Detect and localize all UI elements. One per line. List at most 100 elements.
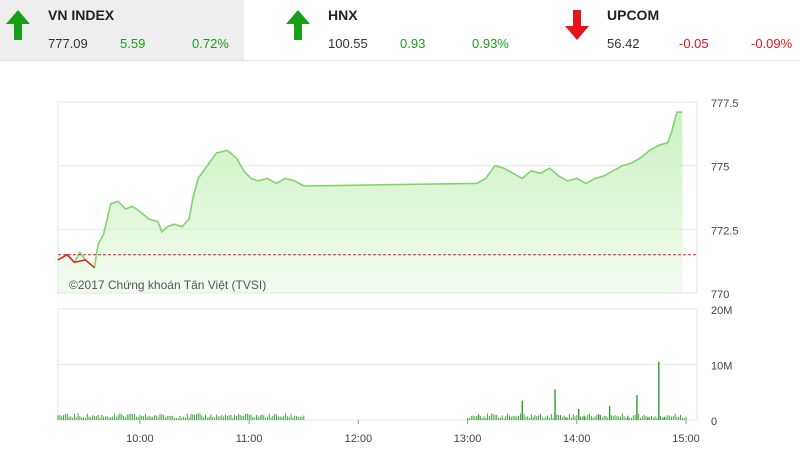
volume-bar [161, 414, 163, 420]
volume-bar [303, 415, 305, 420]
volume-bar [106, 416, 108, 420]
volume-bar [77, 413, 79, 420]
volume-bar [221, 415, 223, 420]
volume-bar [154, 415, 155, 420]
volume-bar [630, 417, 632, 420]
volume-bar [239, 414, 241, 420]
volume-bar [477, 414, 480, 420]
volume-bar [623, 416, 625, 420]
volume-bar [498, 417, 500, 420]
volume-bar [70, 416, 72, 420]
volume-bar [263, 415, 265, 420]
volume-bar [63, 415, 64, 420]
volume-y-tick-label: 20M [711, 305, 732, 317]
volume-bar [607, 417, 609, 420]
volume-bar [217, 416, 219, 420]
volume-bar [550, 414, 552, 420]
volume-bar [155, 415, 157, 420]
ticker-hnx[interactable]: HNX 100.55 0.93 0.93% [280, 0, 520, 60]
volume-bar [208, 416, 210, 420]
ticker-change: 0.93 [400, 36, 426, 51]
volume-bar [101, 414, 103, 420]
volume-bar [94, 415, 95, 420]
volume-bar [683, 418, 685, 420]
ticker-percent: 0.93% [472, 36, 509, 51]
volume-bar [530, 414, 532, 420]
ticker-name: HNX [328, 7, 358, 23]
volume-bar [629, 418, 631, 420]
volume-bar [97, 414, 99, 420]
volume-bar [212, 416, 214, 420]
volume-bar [168, 415, 170, 420]
volume-bar [643, 414, 645, 420]
volume-bar [146, 416, 148, 420]
volume-bar [569, 414, 571, 420]
volume-bar [641, 416, 643, 420]
price-area [58, 112, 683, 293]
volume-bar [519, 413, 521, 420]
volume-y-tick-label: 10M [711, 361, 732, 373]
volume-bar [583, 415, 585, 420]
price-y-tick-label: 770 [711, 289, 729, 301]
volume-bar [474, 416, 476, 420]
volume-bar [514, 415, 516, 420]
volume-bar [268, 413, 270, 420]
volume-bar [292, 417, 294, 420]
volume-bar [64, 413, 66, 420]
volume-bar [115, 416, 117, 420]
volume-bar [680, 414, 682, 420]
volume-bar [656, 417, 658, 420]
volume-bar [598, 414, 600, 420]
volume-bar [210, 414, 212, 420]
volume-bar [234, 414, 236, 420]
intraday-chart: 777.5 775 772.5 770 ©2017 Chứng khoán Tân Vi… [57, 98, 739, 445]
volume-bar [123, 415, 125, 420]
volume-bar [681, 417, 683, 420]
volume-bar [157, 417, 159, 420]
volume-bar [243, 415, 245, 420]
volume-bar [256, 415, 257, 420]
ticker-name: VN INDEX [48, 7, 115, 23]
volume-bar [560, 414, 561, 420]
volume-bar [246, 413, 248, 420]
volume-bar [554, 389, 556, 420]
volume-bar [174, 418, 175, 420]
volume-bar [199, 413, 201, 420]
volume-bar [128, 414, 130, 420]
volume-bar [124, 417, 126, 420]
volume-bar [57, 415, 59, 420]
volume-bar [567, 417, 569, 420]
ticker-vn-index[interactable]: VN INDEX 777.09 5.59 0.72% [0, 0, 244, 60]
volume-bar [299, 416, 301, 420]
volume-bar [83, 416, 84, 420]
volume-bar [274, 413, 276, 420]
volume-bar [507, 413, 509, 420]
volume-bar [574, 416, 576, 420]
volume-bar [483, 416, 485, 420]
volume-bar [286, 416, 288, 420]
volume-bar [669, 415, 671, 420]
volume-bar [110, 416, 112, 420]
volume-bar [532, 416, 534, 420]
volume-bar [667, 415, 669, 420]
volume-bar [521, 400, 523, 420]
volume-bar [503, 418, 505, 420]
volume-bar [636, 395, 638, 420]
volume-bar [290, 413, 292, 420]
volume-bar [248, 414, 250, 420]
volume-bar [148, 416, 150, 420]
volume-bar [523, 414, 525, 420]
volume-bar [608, 406, 611, 420]
volume-bar [658, 361, 660, 420]
volume-bar [545, 416, 547, 420]
volume-bar [132, 414, 134, 420]
volume-bar [632, 415, 634, 420]
volume-bar [112, 416, 114, 420]
volume-bar [301, 416, 303, 420]
volume-bar [172, 416, 174, 420]
volume-bar [674, 413, 676, 420]
volume-bar [518, 415, 520, 420]
volume-bar [163, 414, 165, 420]
ticker-upcom[interactable]: UPCOM 56.42 -0.05 -0.09% [559, 0, 800, 60]
volume-bar [556, 414, 558, 420]
